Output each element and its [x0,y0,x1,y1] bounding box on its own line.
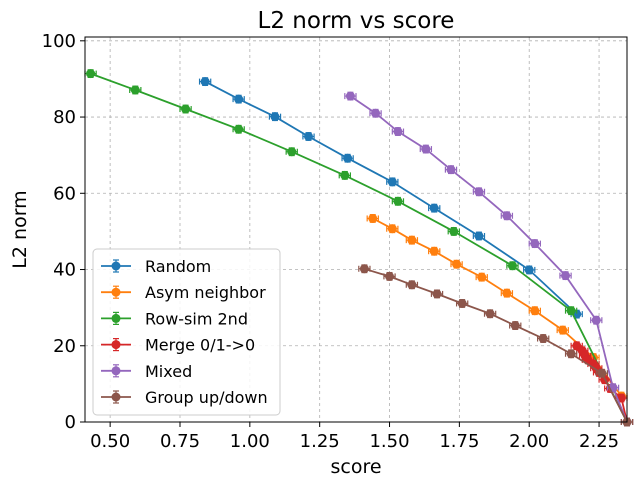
data-point [234,124,244,134]
data-point [368,213,378,223]
data-point [429,203,439,213]
legend-label: Group up/down [145,388,268,407]
data-point [393,196,403,206]
legend-marker [111,287,121,297]
x-tick-label: 1.00 [230,431,270,452]
y-tick-label: 60 [53,183,76,204]
y-tick-label: 100 [42,31,76,52]
x-tick-label: 1.25 [300,431,340,452]
data-point [449,226,459,236]
x-tick-label: 0.50 [90,431,130,452]
data-point [538,334,548,344]
y-tick-label: 80 [53,107,76,128]
data-point [507,261,517,271]
data-point [393,127,403,137]
data-point [86,69,96,79]
data-point [359,264,369,274]
data-point [524,265,534,275]
legend-marker [111,313,121,323]
data-point [485,309,495,319]
series-line [349,95,628,423]
legend-marker [111,392,121,402]
legend-label: Mixed [145,362,192,381]
legend-label: Random [145,257,211,276]
data-point [591,315,601,325]
series-layer [84,69,634,427]
grid [85,37,627,423]
y-tick-label: 40 [53,260,76,281]
data-point [474,187,484,197]
x-axis-label: score [330,456,381,478]
data-point [340,170,350,180]
data-point [234,94,244,104]
legend-label: Row-sim 2nd [145,309,248,328]
data-point [597,368,607,378]
x-tick-label: 1.75 [439,431,479,452]
legend-marker [111,261,121,271]
data-point [566,349,576,359]
data-point [421,144,431,154]
data-point [287,147,297,157]
legend-marker [111,366,121,376]
legend-label: Asym neighbor [145,283,266,302]
data-point [407,280,417,290]
data-point [387,177,397,187]
legend-item: Asym neighbor [101,283,266,302]
data-point [530,306,540,316]
data-point [345,91,355,101]
data-point [343,153,353,163]
legend: Random Asym neighbor Row-sim 2nd Merge 0/1-… [92,248,281,416]
ticks: 0.50 0.75 1.00 1.25 1.50 1.75 2.00 2.25 0 20 40 60 8… [42,31,619,452]
y-tick-label: 20 [53,336,76,357]
data-point [387,224,397,234]
legend-item: Random [101,257,211,276]
series-asym-neighbor [366,213,628,401]
data-point [385,271,395,281]
legend-marker [111,340,121,350]
x-tick-label: 0.75 [160,431,200,452]
data-point [200,77,210,87]
legend-item: Group up/down [101,388,268,407]
data-point [452,259,462,269]
x-tick-label: 2.00 [509,431,549,452]
data-point [510,321,520,331]
data-point [502,288,512,298]
series-row-sim-2nd [84,69,634,427]
data-point [446,165,456,175]
data-point [530,239,540,249]
data-point [477,272,487,282]
legend-label: Merge 0/1->0 [145,336,255,355]
series-mixed [344,91,634,427]
data-point [432,289,442,299]
data-point [561,271,571,281]
data-point [181,104,191,114]
data-point [566,306,576,316]
legend-box [92,248,281,416]
series-random [198,77,583,319]
data-point [474,231,484,241]
data-point [616,393,626,403]
data-point [407,235,417,245]
legend-item: Row-sim 2nd [101,309,248,328]
data-point [304,131,314,141]
data-point [558,325,568,335]
data-point [130,85,140,95]
x-tick-label: 1.50 [369,431,409,452]
x-tick-label: 2.25 [579,431,619,452]
legend-item: Merge 0/1->0 [101,336,255,355]
data-point [457,298,467,308]
y-tick-label: 0 [65,412,76,433]
plot-frame [84,36,628,423]
series-group-up-down [358,264,634,427]
series-line [204,80,578,315]
data-point [502,211,512,221]
chart-title: L2 norm vs score [258,8,455,34]
legend-item: Mixed [101,362,192,381]
y-axis-label: L2 norm [9,190,31,268]
data-point [371,108,381,118]
data-point [270,112,280,122]
data-point [429,246,439,256]
